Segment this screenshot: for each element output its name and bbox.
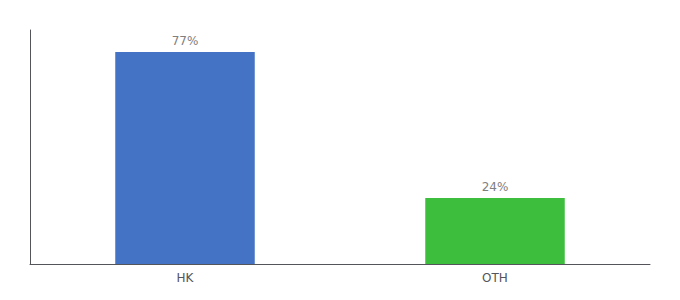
svg-text:24%: 24% [482, 180, 509, 194]
svg-text:77%: 77% [172, 34, 199, 48]
svg-text:OTH: OTH [482, 271, 508, 285]
svg-text:HK: HK [177, 271, 195, 285]
